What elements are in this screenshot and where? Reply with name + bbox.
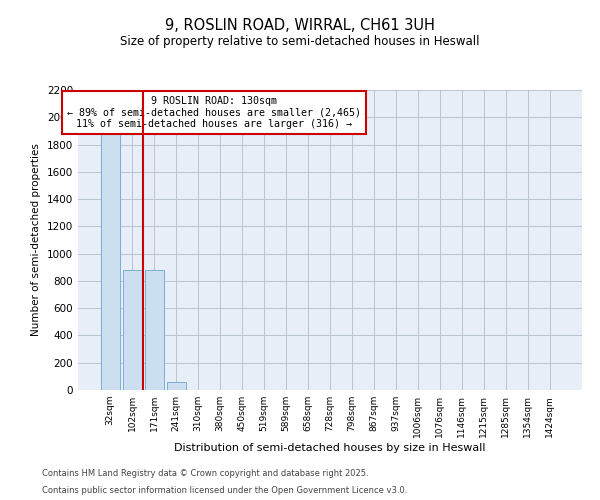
Bar — [101, 110, 119, 390]
Text: Size of property relative to semi-detached houses in Heswall: Size of property relative to semi-detach… — [120, 35, 480, 48]
Y-axis label: Number of semi-detached properties: Number of semi-detached properties — [31, 144, 41, 336]
Text: 9, ROSLIN ROAD, WIRRAL, CH61 3UH: 9, ROSLIN ROAD, WIRRAL, CH61 3UH — [165, 18, 435, 32]
Bar — [145, 270, 164, 390]
Text: Contains public sector information licensed under the Open Government Licence v3: Contains public sector information licen… — [42, 486, 407, 495]
Bar — [167, 382, 185, 390]
Bar — [123, 270, 142, 390]
Text: 9 ROSLIN ROAD: 130sqm
← 89% of semi-detached houses are smaller (2,465)
11% of s: 9 ROSLIN ROAD: 130sqm ← 89% of semi-deta… — [67, 96, 361, 129]
Text: Contains HM Land Registry data © Crown copyright and database right 2025.: Contains HM Land Registry data © Crown c… — [42, 468, 368, 477]
X-axis label: Distribution of semi-detached houses by size in Heswall: Distribution of semi-detached houses by … — [174, 442, 486, 452]
